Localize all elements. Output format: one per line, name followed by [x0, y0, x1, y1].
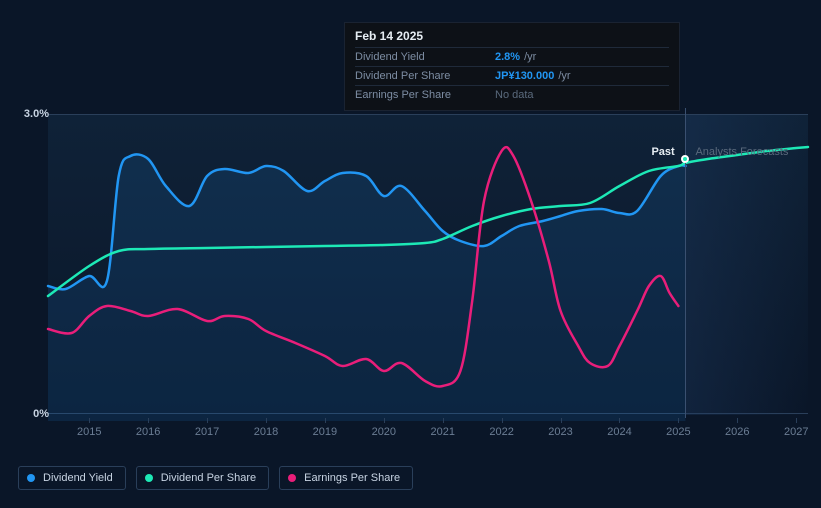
x-tick-line [796, 418, 797, 423]
tooltip-row-label: Dividend Per Share [355, 70, 495, 82]
chart-container [48, 108, 808, 418]
x-axis-label: 2018 [254, 426, 278, 438]
x-axis-label: 2019 [313, 426, 337, 438]
x-tick-line [325, 418, 326, 423]
legend-label: Dividend Yield [43, 472, 113, 484]
x-tick-line [678, 418, 679, 423]
tooltip-row-label: Dividend Yield [355, 51, 495, 63]
legend-dot [288, 474, 296, 482]
x-tick-line [561, 418, 562, 423]
tooltip: Feb 14 2025 Dividend Yield2.8%/yrDividen… [344, 22, 680, 111]
tooltip-row-value: 2.8% [495, 51, 520, 63]
legend-item[interactable]: Dividend Per Share [136, 466, 269, 490]
tooltip-row: Dividend Yield2.8% /yr [355, 47, 669, 66]
x-tick-line [619, 418, 620, 423]
x-axis-label: 2022 [489, 426, 513, 438]
tooltip-row: Earnings Per ShareNo data [355, 85, 669, 104]
tooltip-row-unit: /yr [558, 70, 570, 82]
y-axis-label: 3.0% [24, 108, 49, 120]
x-tick-line [266, 418, 267, 423]
legend-item[interactable]: Dividend Yield [18, 466, 126, 490]
tooltip-row-value: JP¥130.000 [495, 70, 554, 82]
x-axis-label: 2024 [607, 426, 631, 438]
chart-svg [48, 115, 808, 421]
x-axis-label: 2027 [784, 426, 808, 438]
x-tick-line [443, 418, 444, 423]
x-axis-label: 2025 [666, 426, 690, 438]
x-axis-label: 2026 [725, 426, 749, 438]
x-tick-line [207, 418, 208, 423]
x-axis-label: 2016 [136, 426, 160, 438]
x-tick-line [89, 418, 90, 423]
tooltip-row-label: Earnings Per Share [355, 89, 495, 101]
legend-item[interactable]: Earnings Per Share [279, 466, 413, 490]
x-axis-label: 2021 [430, 426, 454, 438]
tooltip-row-unit: /yr [524, 51, 536, 63]
hover-marker [681, 155, 689, 163]
tooltip-row-nodata: No data [495, 89, 534, 101]
tooltip-rows: Dividend Yield2.8%/yrDividend Per ShareJ… [355, 47, 669, 104]
past-label: Past [651, 146, 674, 158]
y-axis-label: 0% [33, 408, 49, 420]
x-tick-line [148, 418, 149, 423]
x-tick-line [502, 418, 503, 423]
tooltip-row: Dividend Per ShareJP¥130.000/yr [355, 66, 669, 85]
x-axis-label: 2015 [77, 426, 101, 438]
x-tick-line [384, 418, 385, 423]
forecast-label: Analysts Forecasts [695, 146, 788, 158]
plot-area[interactable] [48, 114, 808, 414]
legend-dot [145, 474, 153, 482]
x-tick-line [737, 418, 738, 423]
legend: Dividend Yield Dividend Per Share Earnings… [18, 466, 413, 490]
x-axis-label: 2020 [372, 426, 396, 438]
legend-label: Earnings Per Share [304, 472, 400, 484]
x-axis-label: 2017 [195, 426, 219, 438]
x-axis-label: 2023 [548, 426, 572, 438]
tooltip-date: Feb 14 2025 [355, 29, 669, 47]
legend-label: Dividend Per Share [161, 472, 256, 484]
legend-dot [27, 474, 35, 482]
